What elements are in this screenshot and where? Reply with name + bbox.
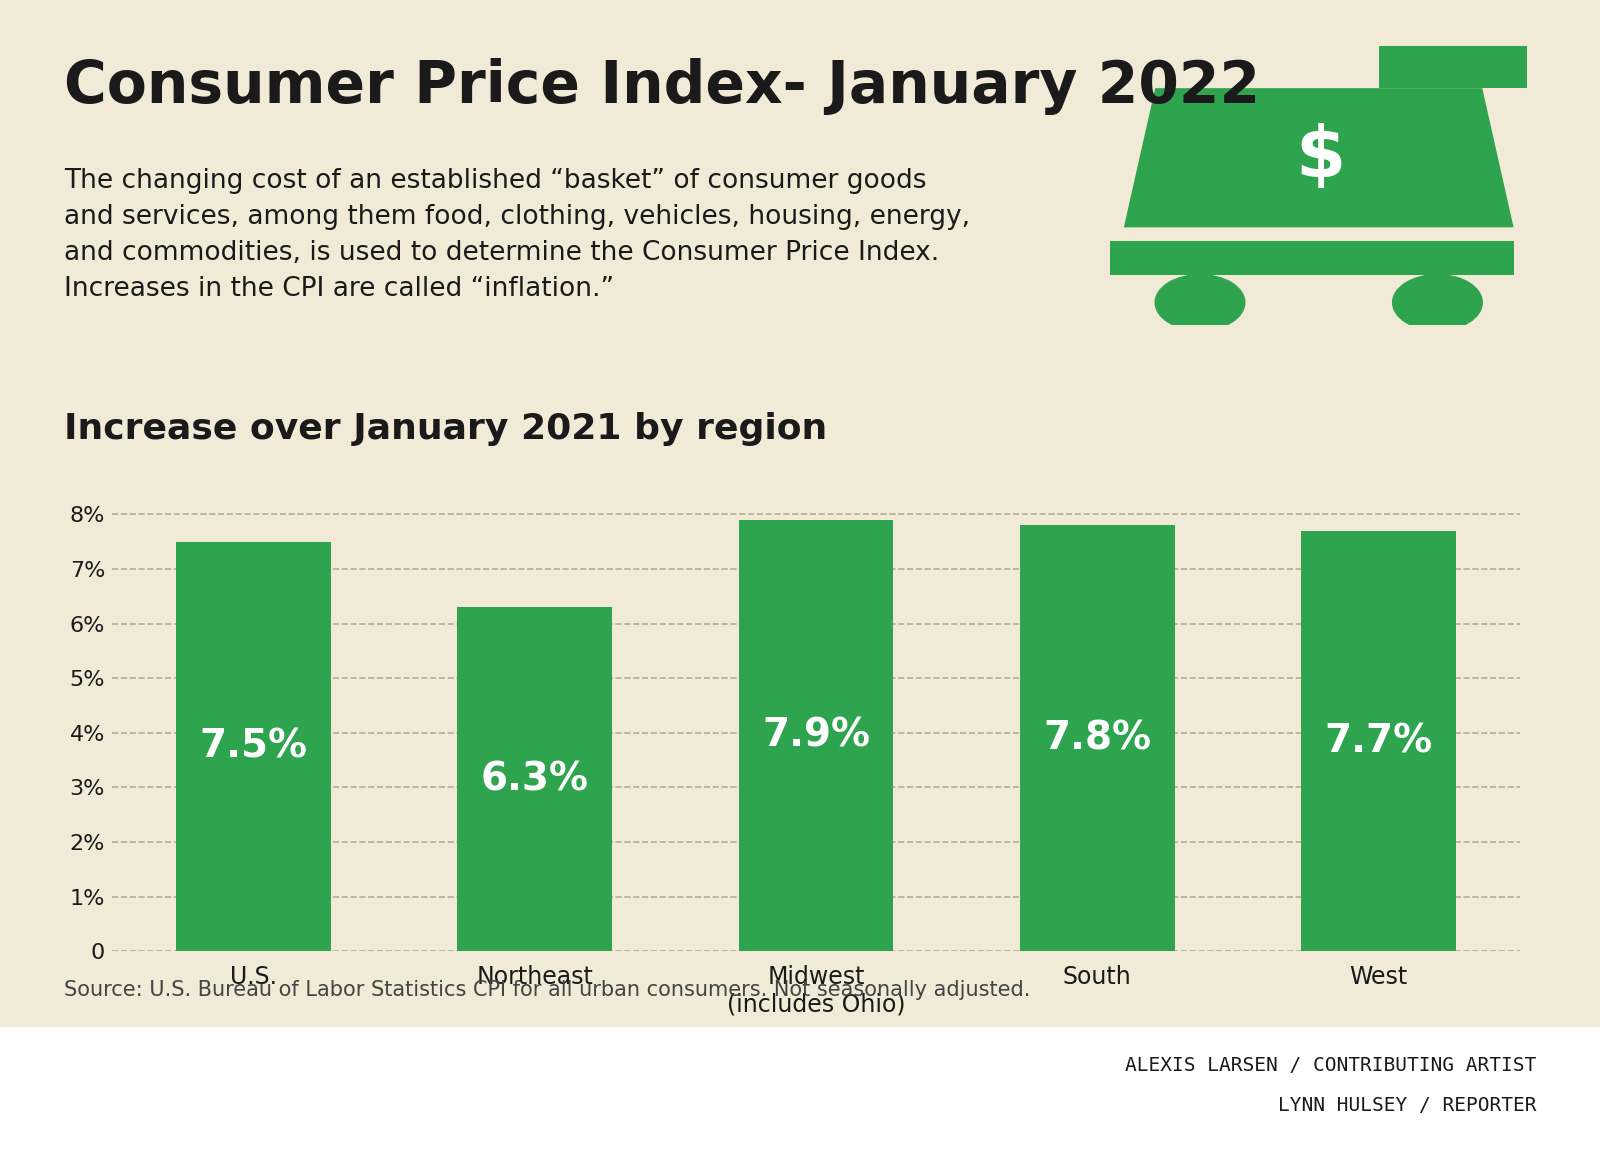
Text: ALEXIS LARSEN / CONTRIBUTING ARTIST: ALEXIS LARSEN / CONTRIBUTING ARTIST (1125, 1090, 1536, 1109)
Circle shape (1392, 275, 1482, 331)
Text: 7.9%: 7.9% (762, 717, 870, 754)
Text: 6.3%: 6.3% (480, 760, 589, 798)
Text: $: $ (1296, 123, 1346, 193)
Bar (176, 542, 331, 951)
Text: Source: U.S. Bureau of Labor Statistics CPI for all urban consumers. Not seasona: Source: U.S. Bureau of Labor Statistics … (64, 980, 1030, 1000)
Bar (458, 608, 613, 951)
Bar (739, 520, 893, 951)
Text: ALEXIS LARSEN / CONTRIBUTING ARTIST: ALEXIS LARSEN / CONTRIBUTING ARTIST (1125, 1056, 1536, 1074)
Polygon shape (1123, 88, 1514, 227)
Text: The changing cost of an established “basket” of consumer goods
and services, amo: The changing cost of an established “bas… (64, 168, 970, 303)
Text: Consumer Price Index- January 2022: Consumer Price Index- January 2022 (64, 58, 1261, 115)
Text: 7.7%: 7.7% (1325, 722, 1432, 760)
Polygon shape (1379, 46, 1526, 88)
Text: 7.8%: 7.8% (1043, 719, 1152, 757)
Text: 7.5%: 7.5% (200, 727, 307, 766)
Bar (1019, 525, 1174, 951)
Text: Increase over January 2021 by region: Increase over January 2021 by region (64, 412, 827, 445)
Bar (1301, 531, 1456, 951)
Text: LYNN HULSEY / REPORTER: LYNN HULSEY / REPORTER (1277, 1096, 1536, 1115)
Circle shape (1155, 275, 1245, 331)
Polygon shape (1110, 241, 1514, 275)
Text: LYNN HULSEY / REPORTER: LYNN HULSEY / REPORTER (1277, 1119, 1536, 1138)
